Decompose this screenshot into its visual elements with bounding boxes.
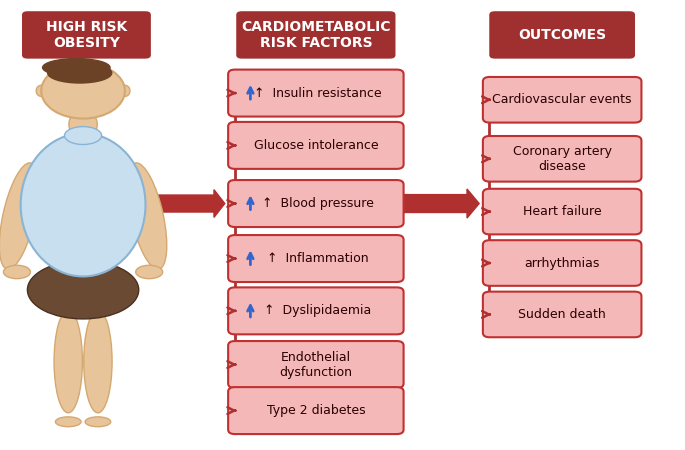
Text: Endothelial
dysfunction: Endothelial dysfunction <box>279 351 352 378</box>
Text: ↑  Insulin resistance: ↑ Insulin resistance <box>250 86 382 99</box>
Text: Coronary artery
disease: Coronary artery disease <box>512 145 612 173</box>
FancyBboxPatch shape <box>483 77 641 122</box>
FancyBboxPatch shape <box>483 240 641 286</box>
Text: CARDIOMETABOLIC
RISK FACTORS: CARDIOMETABOLIC RISK FACTORS <box>241 20 390 50</box>
Ellipse shape <box>55 417 81 427</box>
Ellipse shape <box>127 163 166 269</box>
Text: HIGH RISK
OBESITY: HIGH RISK OBESITY <box>46 20 127 50</box>
FancyBboxPatch shape <box>236 11 395 59</box>
Ellipse shape <box>54 310 82 413</box>
Circle shape <box>41 63 125 118</box>
Text: ↑  Dyslipidaemia: ↑ Dyslipidaemia <box>260 304 371 317</box>
Ellipse shape <box>36 85 47 96</box>
FancyBboxPatch shape <box>228 235 403 282</box>
FancyBboxPatch shape <box>228 341 403 388</box>
FancyBboxPatch shape <box>228 180 403 227</box>
Ellipse shape <box>64 126 101 144</box>
FancyBboxPatch shape <box>483 292 641 337</box>
Ellipse shape <box>69 110 97 139</box>
Text: Sudden death: Sudden death <box>519 308 606 321</box>
Text: Cardiovascular events: Cardiovascular events <box>493 93 632 106</box>
Ellipse shape <box>21 133 145 276</box>
Ellipse shape <box>120 85 130 96</box>
Ellipse shape <box>48 63 112 83</box>
FancyBboxPatch shape <box>483 189 641 234</box>
Ellipse shape <box>27 261 139 319</box>
Text: OUTCOMES: OUTCOMES <box>518 28 606 42</box>
Ellipse shape <box>0 163 38 269</box>
Ellipse shape <box>42 58 110 76</box>
FancyBboxPatch shape <box>228 70 403 117</box>
FancyBboxPatch shape <box>228 122 403 169</box>
FancyArrow shape <box>140 189 225 217</box>
FancyBboxPatch shape <box>228 387 403 434</box>
FancyBboxPatch shape <box>22 11 151 59</box>
Ellipse shape <box>85 417 111 427</box>
Text: Type 2 diabetes: Type 2 diabetes <box>266 404 365 417</box>
FancyBboxPatch shape <box>228 288 403 334</box>
Ellipse shape <box>84 310 112 413</box>
Text: ↑  Blood pressure: ↑ Blood pressure <box>258 197 374 210</box>
Ellipse shape <box>3 265 30 279</box>
Text: Heart failure: Heart failure <box>523 205 601 218</box>
Text: ↑  Inflammation: ↑ Inflammation <box>263 252 369 265</box>
FancyArrow shape <box>400 189 479 218</box>
Ellipse shape <box>136 265 163 279</box>
FancyBboxPatch shape <box>489 11 635 59</box>
Text: arrhythmias: arrhythmias <box>525 256 600 270</box>
FancyBboxPatch shape <box>483 136 641 182</box>
Text: Glucose intolerance: Glucose intolerance <box>253 139 378 152</box>
